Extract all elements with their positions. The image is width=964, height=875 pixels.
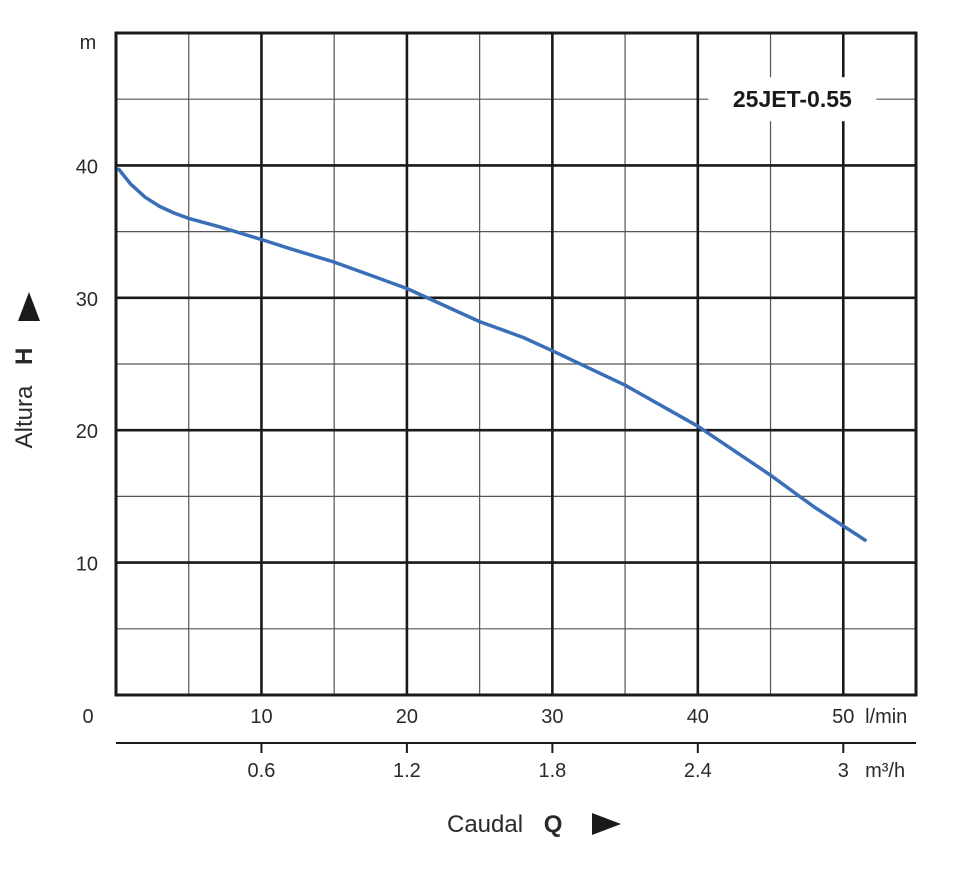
plot-frame: [114, 31, 918, 697]
major-grid: [116, 33, 916, 695]
x-tick-label: 50: [832, 706, 854, 728]
x-tick-label: 30: [541, 706, 563, 728]
y-axis-label: Altura: [11, 385, 38, 448]
x-axis-arrow-icon: [592, 813, 621, 835]
x-tick-label-secondary: 2.4: [684, 760, 712, 782]
y-axis-unit: m: [80, 32, 97, 54]
model-label-background: [708, 77, 877, 122]
svg-text:Caudal Q: Caudal Q: [447, 811, 562, 838]
y-tick-label: 20: [76, 421, 98, 443]
x-tick-labels-secondary: 0.6 1.2 1.8 2.4 3: [248, 760, 849, 782]
x-tick-label: 40: [687, 706, 709, 728]
y-tick-label: 30: [76, 289, 98, 311]
y-tick-labels: 10 20 30 40: [76, 156, 98, 575]
x-tick-label-secondary: 1.2: [393, 760, 421, 782]
x-tick-label-secondary: 0.6: [248, 760, 276, 782]
y-axis-arrow-icon: [18, 292, 40, 321]
y-axis-symbol: H: [11, 348, 38, 365]
x-axis-symbol: Q: [544, 811, 563, 838]
y-axis-title: Altura H: [11, 292, 40, 448]
x-tick-labels-primary: 10 20 30 40 50: [250, 706, 854, 728]
secondary-axis-ticks: [260, 743, 845, 753]
minor-grid: [116, 33, 916, 695]
model-label: 25JET-0.55: [733, 86, 852, 112]
y-tick-label: 40: [76, 156, 98, 178]
x-tick-label: 10: [250, 706, 272, 728]
x-origin-label: 0: [82, 706, 93, 728]
x-axis-unit-primary: l/min: [865, 706, 907, 728]
pump-performance-curve: [117, 167, 867, 542]
x-tick-label: 20: [396, 706, 418, 728]
x-tick-label-secondary: 1.8: [538, 760, 566, 782]
x-axis-label: Caudal: [447, 811, 523, 838]
model-label-box: 25JET-0.55: [708, 77, 877, 122]
y-tick-label: 10: [76, 554, 98, 576]
svg-text:Altura H: Altura H: [11, 348, 38, 449]
x-axis-unit-secondary: m³/h: [865, 760, 905, 782]
x-axis-title: Caudal Q: [447, 811, 621, 838]
x-tick-label-secondary: 3: [838, 760, 849, 782]
